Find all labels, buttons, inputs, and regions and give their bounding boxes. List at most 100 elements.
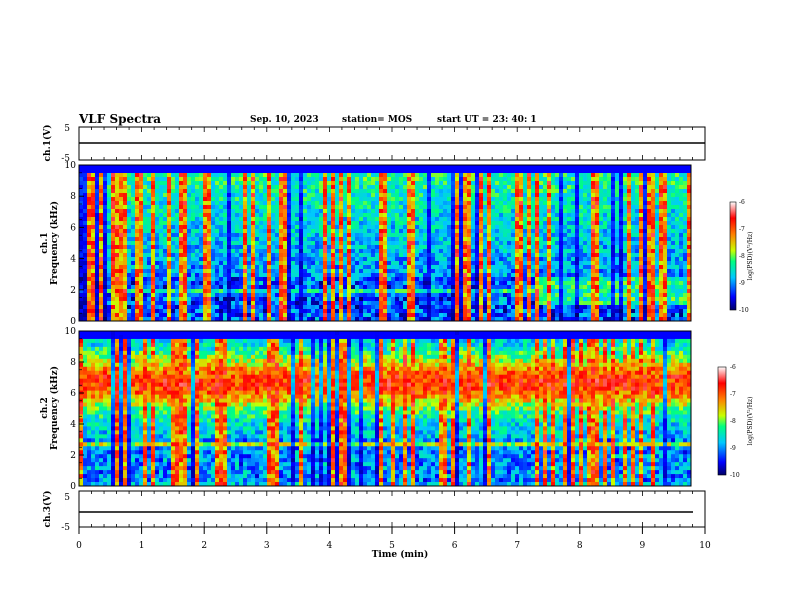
spectrogram-cell <box>495 301 500 306</box>
spectrogram-cell <box>339 189 344 194</box>
spectrogram-cell <box>531 309 536 314</box>
spectrogram-cell <box>351 213 356 218</box>
spectrogram-cell <box>395 201 400 206</box>
spectrogram-cell <box>331 285 336 290</box>
spectrogram-cell <box>351 257 356 262</box>
spectrogram-cell <box>491 285 496 290</box>
spectrogram-cell <box>351 249 356 254</box>
spectrogram-cell <box>299 201 304 206</box>
spectrogram-cell <box>519 249 524 254</box>
spectrogram-cell <box>419 189 424 194</box>
spectrogram-cell <box>239 221 244 226</box>
spectrogram-cell <box>431 249 436 254</box>
spectrogram-cell <box>135 257 140 262</box>
spectrogram-cell <box>243 305 248 310</box>
spectrogram-cell <box>271 213 276 218</box>
spectrogram-cell <box>299 317 304 322</box>
spectrogram-cell <box>311 305 316 310</box>
spectrogram-cell <box>299 313 304 318</box>
spectrogram-cell <box>271 177 276 182</box>
spectrogram-cell <box>211 257 216 262</box>
spectrogram-cell <box>559 261 564 266</box>
spectrogram-cell <box>283 249 288 254</box>
spectrogram-cell <box>347 241 352 246</box>
spectrogram-cell <box>183 213 188 218</box>
spectrogram-cell <box>199 237 204 242</box>
spectrogram-cell <box>171 205 176 210</box>
spectrogram-cell <box>267 297 272 302</box>
spectrogram-cell <box>467 225 472 230</box>
spectrogram-cell <box>387 257 392 262</box>
spectrogram-cell <box>379 249 384 254</box>
spectrogram-cell <box>291 165 296 170</box>
spectrogram-cell <box>367 317 372 322</box>
spectrogram-cell <box>159 313 164 318</box>
spectrogram-cell <box>139 285 144 290</box>
spectrogram-cell <box>219 241 224 246</box>
spectrogram-cell <box>223 269 228 274</box>
spectrogram-cell <box>327 209 332 214</box>
spectrogram-cell <box>451 233 456 238</box>
spectrogram-cell <box>263 185 268 190</box>
spectrogram-cell <box>279 229 284 234</box>
spectrogram-cell <box>131 221 136 226</box>
spectrogram-cell <box>527 269 532 274</box>
spectrogram-cell <box>419 285 424 290</box>
spectrogram-cell <box>259 169 264 174</box>
spectrogram-cell <box>559 313 564 318</box>
spectrogram-cell <box>379 265 384 270</box>
spectrogram-cell <box>199 217 204 222</box>
spectrogram-cell <box>475 289 480 294</box>
spectrogram-cell <box>503 205 508 210</box>
spectrogram-cell <box>239 265 244 270</box>
spectrogram-cell <box>291 249 296 254</box>
spectrogram-cell <box>247 229 252 234</box>
spectrogram-cell <box>515 197 520 202</box>
spectrogram-cell <box>395 281 400 286</box>
spectrogram-cell <box>539 185 544 190</box>
spectrogram-cell <box>455 245 460 250</box>
spectrogram-cell <box>303 173 308 178</box>
spectrogram-cell <box>347 221 352 226</box>
spectrogram-cell <box>179 205 184 210</box>
spectrogram-cell <box>575 273 580 278</box>
spectrogram-cell <box>571 169 576 174</box>
spectrogram-cell <box>383 265 388 270</box>
spectrogram-cell <box>515 241 520 246</box>
spectrogram-cell <box>431 225 436 230</box>
spectrogram-cell <box>307 289 312 294</box>
spectrogram-cell <box>243 193 248 198</box>
spectrogram-cell <box>399 229 404 234</box>
spectrogram-cell <box>415 269 420 274</box>
spectrogram-cell <box>563 217 568 222</box>
spectrogram-cell <box>575 281 580 286</box>
spectrogram-cell <box>283 289 288 294</box>
spectrogram-cell <box>535 173 540 178</box>
spectrogram-cell <box>383 181 388 186</box>
spectrogram-cell <box>175 293 180 298</box>
spectrogram-cell <box>347 169 352 174</box>
spectrogram-cell <box>127 205 132 210</box>
spectrogram-cell <box>239 177 244 182</box>
spectrogram-cell <box>187 253 192 258</box>
spectrogram-cell <box>219 197 224 202</box>
spectrogram-cell <box>515 265 520 270</box>
spectrogram-cell <box>507 221 512 226</box>
spectrogram-cell <box>107 305 112 310</box>
spectrogram-cell <box>99 261 104 266</box>
spectrogram-cell <box>515 205 520 210</box>
spectrogram-cell <box>415 229 420 234</box>
spectrogram-cell <box>311 245 316 250</box>
spectrogram-cell <box>439 173 444 178</box>
spectrogram-cell <box>215 277 220 282</box>
spectrogram-cell <box>287 257 292 262</box>
spectrogram-cell <box>479 313 484 318</box>
spectrogram-cell <box>259 225 264 230</box>
spectrogram-cell <box>483 229 488 234</box>
spectrogram-cell <box>371 309 376 314</box>
spectrogram-cell <box>495 165 500 170</box>
spectrogram-cell <box>475 301 480 306</box>
spectrogram-cell <box>339 217 344 222</box>
spectrogram-cell <box>327 277 332 282</box>
